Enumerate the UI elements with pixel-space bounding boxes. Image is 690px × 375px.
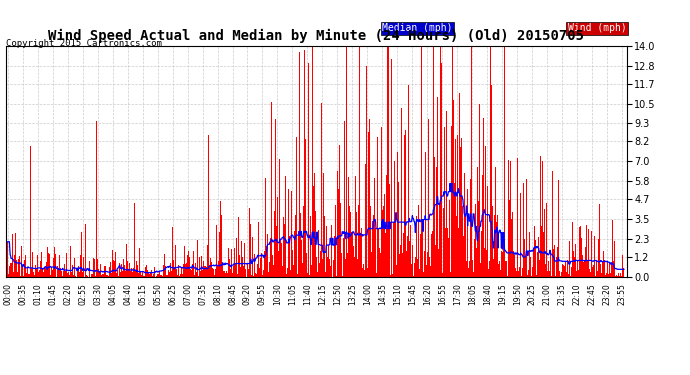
- Text: Wind (mph): Wind (mph): [568, 23, 627, 33]
- Title: Wind Speed Actual and Median by Minute (24 Hours) (Old) 20150705: Wind Speed Actual and Median by Minute (…: [48, 29, 584, 43]
- Text: Copyright 2015 Cartronics.com: Copyright 2015 Cartronics.com: [6, 39, 161, 48]
- Text: Median (mph): Median (mph): [382, 23, 453, 33]
